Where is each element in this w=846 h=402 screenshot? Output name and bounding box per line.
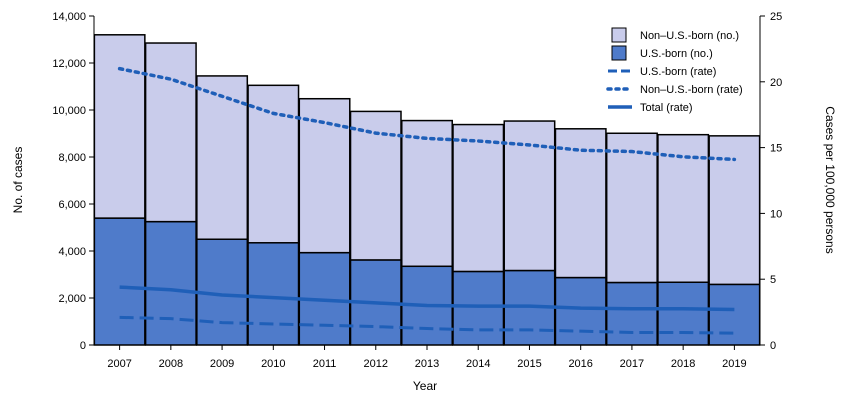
y-tick-label: 12,000 [52,58,86,70]
x-tick-label: 2008 [159,358,183,370]
x-tick-label: 2017 [620,358,644,370]
line-u-s-born-rate [119,315,735,335]
y2-tick-label: 0 [770,340,776,352]
x-axis-title: Year [413,379,437,393]
legend-swatch [611,27,627,43]
y-tick-label: 8,000 [58,152,86,164]
bar-us-born-2016 [554,276,607,346]
y2-tick-label: 10 [770,208,782,220]
bar-us-born-2010 [247,242,300,346]
bar-us-born-2008 [144,220,197,346]
legend-label: U.S.-born (rate) [640,66,716,78]
bar-us-born-2007 [93,217,146,346]
bar-non-us-born-2011 [298,97,351,254]
bar-us-born-2017 [605,281,658,346]
y-axis-title: No. of cases [11,147,25,214]
x-tick-label: 2012 [364,358,388,370]
y-tick-label: 4,000 [58,246,86,258]
bar-non-us-born-2017 [605,132,658,284]
x-tick-label: 2019 [722,358,746,370]
y2-axis-title: Cases per 100,000 persons [823,106,837,253]
y2-tick-label: 20 [770,77,782,89]
lines-layer [117,66,737,335]
legend-label: U.S.-born (no.) [640,48,713,60]
bar-non-us-born-2010 [247,84,300,244]
x-tick-label: 2016 [568,358,592,370]
bar-non-us-born-2008 [144,42,197,223]
line-total-rate [119,285,735,312]
bar-non-us-born-2009 [196,75,249,240]
legend-swatch [611,45,627,61]
bar-non-us-born-2014 [452,123,505,273]
y-tick-label: 10,000 [52,105,86,117]
legend: Non–U.S.-born (no.) U.S.-born (no.) U.S.-b… [606,27,743,114]
y-tick-label: 14,000 [52,11,86,23]
y-tick-label: 6,000 [58,199,86,211]
bar-us-born-2019 [708,283,761,346]
bar-us-born-2018 [657,281,710,346]
x-tick-label: 2018 [671,358,695,370]
legend-label: Non–U.S.-born (rate) [640,84,743,96]
x-tick-label: 2015 [517,358,541,370]
x-tick-label: 2011 [313,358,337,370]
x-tick-label: 2007 [107,358,131,370]
bar-non-us-born-2007 [93,34,146,219]
y-tick-label: 0 [80,340,86,352]
axes-layer: 0 2,000 4,000 6,000 8,000 10,000 12,000 14,000 0… [52,11,782,370]
y2-tick-label: 5 [770,274,776,286]
bar-non-us-born-2018 [657,133,710,284]
y2-tick-label: 25 [770,11,782,23]
legend-label: Total (rate) [640,102,693,114]
legend-label: Non–U.S.-born (no.) [640,30,739,42]
x-tick-label: 2010 [261,358,285,370]
bar-non-us-born-2016 [554,128,607,279]
x-tick-label: 2009 [210,358,234,370]
y2-tick-label: 15 [770,143,782,155]
x-tick-label: 2013 [415,358,439,370]
y-tick-label: 2,000 [58,293,86,305]
bar-non-us-born-2013 [401,119,453,268]
bars-layer [93,34,761,346]
x-tick-label: 2014 [466,358,490,370]
line-non-u-s-born-rate [117,66,737,162]
bar-us-born-2014 [452,270,505,346]
